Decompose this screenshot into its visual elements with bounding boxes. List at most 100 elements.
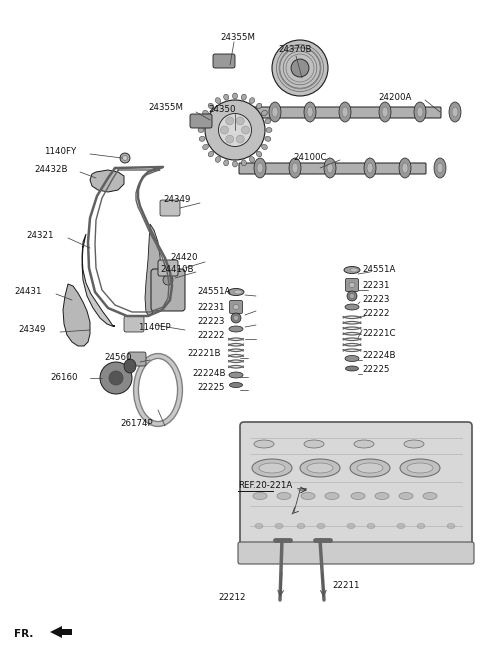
- Ellipse shape: [417, 107, 423, 117]
- Ellipse shape: [216, 98, 221, 104]
- Circle shape: [120, 153, 130, 163]
- Ellipse shape: [253, 493, 267, 499]
- Text: 24420: 24420: [170, 253, 197, 262]
- Ellipse shape: [351, 493, 365, 499]
- Ellipse shape: [275, 523, 283, 529]
- Ellipse shape: [266, 127, 272, 133]
- Ellipse shape: [339, 102, 351, 122]
- Ellipse shape: [232, 161, 238, 167]
- FancyBboxPatch shape: [254, 107, 441, 118]
- Ellipse shape: [346, 366, 359, 371]
- Ellipse shape: [292, 163, 298, 173]
- Ellipse shape: [382, 107, 388, 117]
- Polygon shape: [63, 284, 90, 346]
- Text: FR.: FR.: [14, 629, 34, 639]
- Text: 22222: 22222: [362, 310, 389, 319]
- FancyBboxPatch shape: [239, 163, 426, 174]
- Text: 22221B: 22221B: [187, 350, 220, 358]
- Ellipse shape: [256, 152, 262, 157]
- Ellipse shape: [300, 459, 340, 477]
- Ellipse shape: [199, 119, 205, 124]
- Ellipse shape: [325, 493, 339, 499]
- Ellipse shape: [407, 463, 433, 473]
- Text: 24200A: 24200A: [378, 94, 411, 102]
- Ellipse shape: [277, 493, 291, 499]
- Text: 22225: 22225: [197, 384, 225, 392]
- FancyBboxPatch shape: [124, 316, 144, 332]
- Circle shape: [163, 275, 173, 285]
- Ellipse shape: [229, 326, 243, 332]
- Text: 22224B: 22224B: [192, 369, 226, 379]
- Polygon shape: [90, 170, 124, 192]
- Ellipse shape: [224, 94, 229, 100]
- Ellipse shape: [124, 359, 136, 373]
- Ellipse shape: [250, 157, 254, 162]
- Ellipse shape: [347, 523, 355, 529]
- Text: 22224B: 22224B: [362, 352, 396, 361]
- Text: 24551A: 24551A: [197, 287, 230, 297]
- Ellipse shape: [350, 459, 390, 477]
- FancyBboxPatch shape: [213, 54, 235, 68]
- Ellipse shape: [256, 103, 262, 109]
- Ellipse shape: [304, 440, 324, 448]
- Circle shape: [226, 117, 234, 125]
- Ellipse shape: [199, 136, 205, 141]
- Text: 24355M: 24355M: [220, 33, 255, 43]
- Ellipse shape: [301, 493, 315, 499]
- Ellipse shape: [307, 463, 333, 473]
- Ellipse shape: [265, 136, 271, 141]
- Ellipse shape: [229, 382, 242, 388]
- Ellipse shape: [228, 289, 244, 295]
- Ellipse shape: [254, 440, 274, 448]
- Ellipse shape: [354, 440, 374, 448]
- Ellipse shape: [375, 493, 389, 499]
- Text: 22221C: 22221C: [362, 329, 396, 338]
- Text: 1140FY: 1140FY: [44, 148, 76, 157]
- Ellipse shape: [437, 163, 443, 173]
- Ellipse shape: [344, 266, 360, 274]
- Polygon shape: [50, 626, 72, 638]
- Circle shape: [272, 40, 328, 96]
- FancyBboxPatch shape: [151, 269, 185, 311]
- Ellipse shape: [216, 157, 221, 162]
- Circle shape: [109, 371, 123, 385]
- Circle shape: [291, 59, 309, 77]
- Circle shape: [205, 100, 265, 160]
- Circle shape: [236, 135, 244, 143]
- Ellipse shape: [324, 158, 336, 178]
- Text: REF.20-221A: REF.20-221A: [238, 482, 292, 491]
- Ellipse shape: [414, 102, 426, 122]
- Text: 22223: 22223: [197, 318, 225, 327]
- Circle shape: [349, 293, 355, 298]
- Ellipse shape: [241, 160, 246, 166]
- Ellipse shape: [254, 158, 266, 178]
- Circle shape: [241, 126, 250, 134]
- Ellipse shape: [241, 94, 246, 100]
- Ellipse shape: [198, 127, 204, 133]
- Text: 24100C: 24100C: [293, 154, 326, 163]
- Text: 22231: 22231: [197, 304, 225, 312]
- Ellipse shape: [289, 158, 301, 178]
- Ellipse shape: [400, 459, 440, 477]
- Circle shape: [236, 117, 244, 125]
- Polygon shape: [82, 234, 115, 326]
- Ellipse shape: [402, 163, 408, 173]
- Ellipse shape: [297, 523, 305, 529]
- Ellipse shape: [233, 304, 239, 310]
- Circle shape: [347, 291, 357, 301]
- Text: 26174P: 26174P: [120, 419, 153, 428]
- Circle shape: [218, 113, 252, 146]
- Circle shape: [231, 313, 241, 323]
- FancyBboxPatch shape: [240, 422, 472, 558]
- Ellipse shape: [342, 107, 348, 117]
- Ellipse shape: [250, 98, 254, 104]
- Ellipse shape: [367, 523, 375, 529]
- Text: 22225: 22225: [362, 365, 389, 375]
- Ellipse shape: [327, 163, 333, 173]
- Text: 24355M: 24355M: [148, 104, 183, 112]
- Circle shape: [233, 316, 239, 321]
- Ellipse shape: [252, 459, 292, 477]
- Ellipse shape: [404, 440, 424, 448]
- Text: 24370B: 24370B: [278, 45, 312, 54]
- Ellipse shape: [208, 152, 214, 157]
